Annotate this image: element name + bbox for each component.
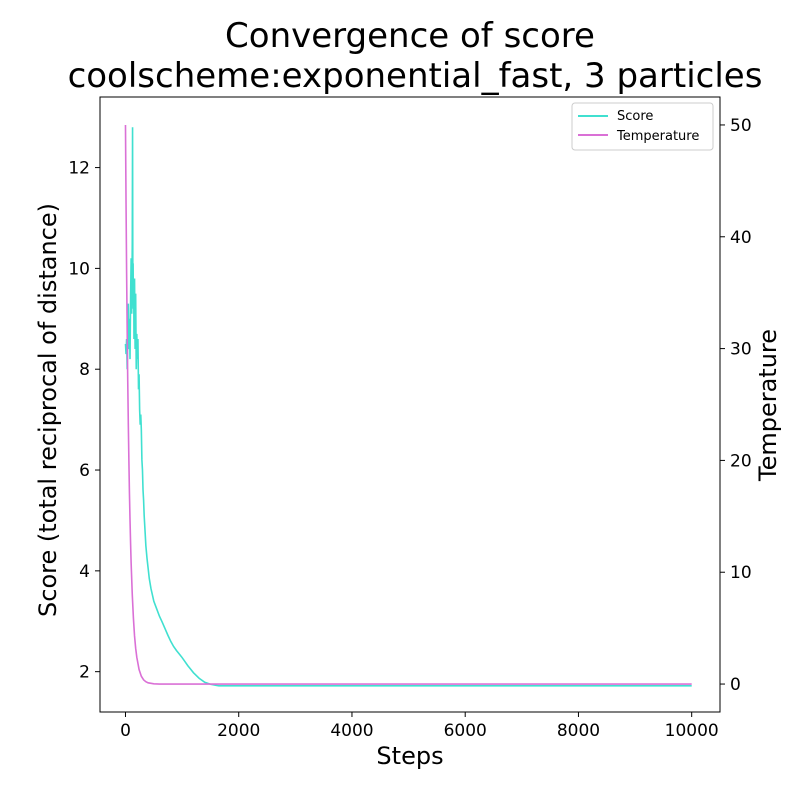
y-right-tick-label: 0: [730, 675, 741, 695]
x-axis-label: Steps: [376, 742, 443, 770]
y-right-tick-label: 10: [730, 563, 752, 583]
x-tick-label: 10000: [665, 721, 719, 741]
series-line-temperature: [124, 124, 692, 685]
legend: Score Temperature: [571, 102, 714, 151]
x-tick-label: 4000: [330, 721, 373, 741]
y-right-tick-label: 20: [730, 451, 752, 471]
y-left-tick-label: 2: [79, 663, 90, 683]
y-right-tick-label: 50: [730, 116, 752, 136]
x-axis-ticks: 0 2000 4000 6000 8000 10000: [120, 712, 719, 741]
legend-box: [571, 102, 714, 151]
y-left-axis-label: Score (total reciprocal of distance): [34, 203, 62, 617]
x-tick-label: 0: [120, 721, 131, 741]
y-right-axis-label: Temperature: [754, 329, 782, 482]
plot-frame: [99, 96, 721, 713]
legend-label-temperature: Temperature: [616, 129, 699, 144]
x-tick-label: 2000: [217, 721, 260, 741]
chart-title-line1: Convergence of score: [225, 16, 595, 56]
y-right-axis-ticks: 0 10 20 30 40 50: [720, 116, 752, 695]
chart-title-line2: coolscheme:exponential_fast, 3 particles: [68, 56, 763, 96]
series-line-score: [124, 127, 692, 687]
y-left-tick-label: 4: [79, 562, 90, 582]
y-left-tick-label: 10: [68, 259, 90, 279]
y-right-tick-label: 40: [730, 228, 752, 248]
x-tick-label: 6000: [444, 721, 487, 741]
legend-label-score: Score: [617, 109, 653, 124]
y-left-tick-label: 8: [79, 360, 90, 380]
y-left-axis-ticks: 2 4 6 8 10 12: [68, 159, 100, 683]
y-right-tick-label: 30: [730, 340, 752, 360]
y-left-tick-label: 6: [79, 461, 90, 481]
y-left-tick-label: 12: [68, 159, 90, 179]
x-tick-label: 8000: [557, 721, 600, 741]
